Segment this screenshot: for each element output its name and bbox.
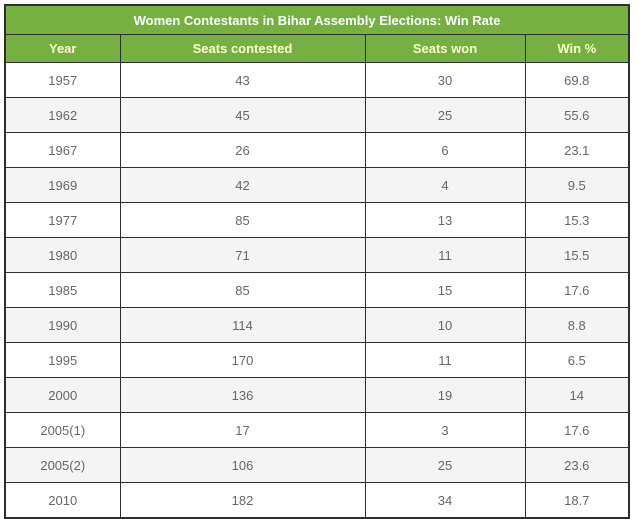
table-cell: 30 xyxy=(364,62,526,98)
table-cell: 1980 xyxy=(4,237,121,273)
column-header-win: Win % xyxy=(524,34,630,63)
table-cell: 15.3 xyxy=(524,202,630,238)
table-row-1962: 1962 45 25 55.6 xyxy=(4,97,630,133)
table-cell: 19 xyxy=(364,377,526,413)
table-row-1957: 1957 43 30 69.8 xyxy=(4,62,630,98)
table-cell: 15.5 xyxy=(524,237,630,273)
table-row-2005-1: 2005(1) 17 3 17.6 xyxy=(4,412,630,448)
table-cell: 1977 xyxy=(4,202,121,238)
table-cell: 25 xyxy=(364,447,526,483)
table-cell: 2010 xyxy=(4,482,121,519)
table-cell: 85 xyxy=(119,202,366,238)
table-cell: 8.8 xyxy=(524,307,630,343)
table-cell: 26 xyxy=(119,132,366,168)
table-body: 1957 43 30 69.8 1962 45 25 55.6 1967 26 6 23.1 1969 4… xyxy=(4,62,630,519)
table-cell: 114 xyxy=(119,307,366,343)
table-cell: 71 xyxy=(119,237,366,273)
table-cell: 3 xyxy=(364,412,526,448)
table-cell: 42 xyxy=(119,167,366,203)
table-row-1977: 1977 85 13 15.3 xyxy=(4,202,630,238)
table-cell: 17.6 xyxy=(524,412,630,448)
table-cell: 13 xyxy=(364,202,526,238)
table-row-1995: 1995 170 11 6.5 xyxy=(4,342,630,378)
table-cell: 69.8 xyxy=(524,62,630,98)
win-rate-table: Women Contestants in Bihar Assembly Elec… xyxy=(4,4,631,519)
table-cell: 2000 xyxy=(4,377,121,413)
table-cell: 15 xyxy=(364,272,526,308)
table-cell: 85 xyxy=(119,272,366,308)
table-cell: 1990 xyxy=(4,307,121,343)
table-row-1985: 1985 85 15 17.6 xyxy=(4,272,630,308)
table-cell: 1985 xyxy=(4,272,121,308)
column-header-seats-contested: Seats contested xyxy=(119,34,366,63)
table-cell: 43 xyxy=(119,62,366,98)
table-cell: 10 xyxy=(364,307,526,343)
table-cell: 25 xyxy=(364,97,526,133)
table-row-2000: 2000 136 19 14 xyxy=(4,377,630,413)
table-cell: 2005(2) xyxy=(4,447,121,483)
header-row: Year Seats contested Seats won Win % xyxy=(4,34,630,63)
table-cell: 1957 xyxy=(4,62,121,98)
table-cell: 1969 xyxy=(4,167,121,203)
table-cell: 2005(1) xyxy=(4,412,121,448)
table-row-1990: 1990 114 10 8.8 xyxy=(4,307,630,343)
table-cell: 1995 xyxy=(4,342,121,378)
table-cell: 136 xyxy=(119,377,366,413)
table-cell: 23.1 xyxy=(524,132,630,168)
table-cell: 106 xyxy=(119,447,366,483)
table-title: Women Contestants in Bihar Assembly Elec… xyxy=(4,4,630,35)
table-cell: 55.6 xyxy=(524,97,630,133)
table-cell: 6.5 xyxy=(524,342,630,378)
table-cell: 23.6 xyxy=(524,447,630,483)
table-row-2005-2: 2005(2) 106 25 23.6 xyxy=(4,447,630,483)
table-cell: 34 xyxy=(364,482,526,519)
table-cell: 17.6 xyxy=(524,272,630,308)
table-cell: 1967 xyxy=(4,132,121,168)
table-cell: 11 xyxy=(364,342,526,378)
table-cell: 45 xyxy=(119,97,366,133)
table-cell: 1962 xyxy=(4,97,121,133)
table-row-1967: 1967 26 6 23.1 xyxy=(4,132,630,168)
table-cell: 14 xyxy=(524,377,630,413)
table-cell: 6 xyxy=(364,132,526,168)
column-header-year: Year xyxy=(4,34,121,63)
table-row-1980: 1980 71 11 15.5 xyxy=(4,237,630,273)
table-cell: 17 xyxy=(119,412,366,448)
table-row-1969: 1969 42 4 9.5 xyxy=(4,167,630,203)
table-cell: 4 xyxy=(364,167,526,203)
table-cell: 9.5 xyxy=(524,167,630,203)
table-cell: 18.7 xyxy=(524,482,630,519)
table-cell: 170 xyxy=(119,342,366,378)
table-cell: 182 xyxy=(119,482,366,519)
table-cell: 11 xyxy=(364,237,526,273)
column-header-seats-won: Seats won xyxy=(364,34,526,63)
table-row-2010: 2010 182 34 18.7 xyxy=(4,482,630,519)
title-row: Women Contestants in Bihar Assembly Elec… xyxy=(4,4,630,35)
